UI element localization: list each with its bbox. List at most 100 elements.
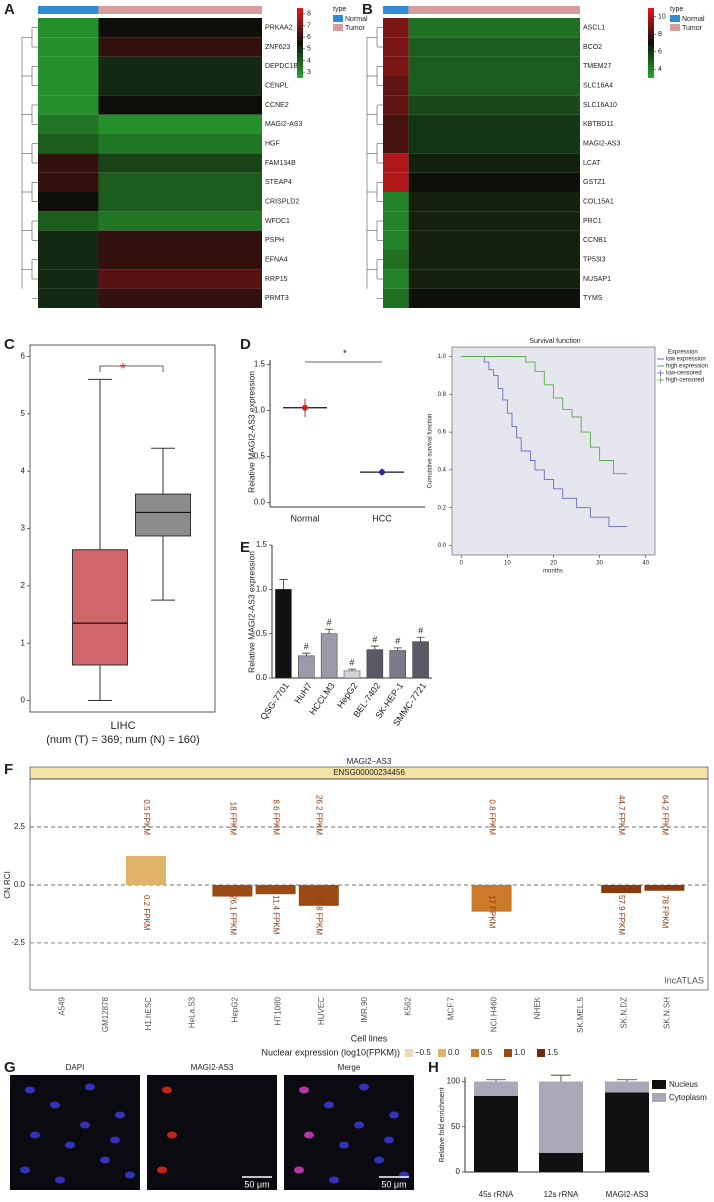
- heat-cell: [408, 192, 580, 212]
- row-label: GSTZ1: [583, 179, 606, 186]
- heat-cell: [383, 230, 409, 250]
- bar-segment: [605, 1081, 649, 1093]
- row-label: TMEM27: [583, 63, 612, 70]
- heat-cell: [383, 153, 409, 173]
- cell: [374, 1156, 384, 1164]
- x-tick-label: MCF.7: [447, 996, 456, 1020]
- group-bar: [408, 6, 580, 14]
- cell: [110, 1136, 120, 1144]
- bar-segment: [539, 1081, 583, 1153]
- bar-segment: [474, 1096, 518, 1172]
- row-label: SLC16A10: [583, 102, 617, 109]
- annotation: *: [343, 349, 347, 360]
- bar-segment: [539, 1153, 583, 1172]
- row-label: PRMT3: [265, 295, 289, 302]
- legend-label: Nucleus: [669, 1080, 698, 1089]
- image-label: Merge: [338, 1063, 361, 1072]
- note: (num (T) = 369; num (N) = 160): [46, 734, 199, 746]
- x-tick-label: QSG-7701: [258, 681, 291, 722]
- heat-cell: [98, 211, 262, 231]
- heat-cell: [98, 95, 262, 115]
- y-tick-label: -2.5: [11, 938, 25, 947]
- cell: [294, 1166, 304, 1174]
- heat-cell: [38, 288, 99, 308]
- legend-label: low expression: [666, 357, 706, 363]
- panel-letter: B: [362, 1, 373, 18]
- bar: [298, 884, 339, 906]
- heat-cell: [98, 269, 262, 289]
- bar: [343, 670, 361, 679]
- cell: [167, 1131, 177, 1139]
- fpkm-label: 57.9 FPKM: [617, 895, 626, 935]
- cell: [85, 1083, 95, 1091]
- heat-cell: [38, 230, 99, 250]
- heat-cell: [98, 250, 262, 270]
- x-tick-label: 40: [642, 561, 649, 567]
- heat-cell: [38, 114, 99, 134]
- colorbar: [297, 8, 303, 78]
- cell: [115, 1111, 125, 1119]
- row-label: NUSAP1: [583, 276, 611, 283]
- legend-swatch: [504, 1049, 512, 1057]
- heat-cell: [38, 95, 99, 115]
- heat-cell: [98, 114, 262, 134]
- row-label: EFNA4: [265, 257, 288, 264]
- heat-cell: [408, 37, 580, 57]
- heat-cell: [383, 18, 409, 38]
- title-strip: [30, 757, 708, 767]
- row-label: STEAP4: [265, 179, 292, 186]
- panel-letter: G: [4, 1059, 16, 1076]
- legend-swatch: [652, 1080, 666, 1089]
- y-tick-label: 4: [21, 466, 26, 475]
- legend-label: 0.0: [448, 1048, 460, 1057]
- y-tick-label: 0.5: [254, 452, 266, 461]
- row-label: COL15A1: [583, 199, 614, 206]
- bar-segment: [474, 1081, 518, 1096]
- x-tick-label: 30: [596, 561, 603, 567]
- error-bar: [348, 668, 356, 671]
- x-tick-label: SK.MEL.5: [576, 996, 585, 1033]
- fpkm-label: 64.2 FPKM: [660, 795, 669, 835]
- heat-cell: [98, 18, 262, 38]
- heat-cell: [383, 192, 409, 212]
- fpkm-label: 0.8 FPKM: [487, 799, 496, 835]
- row-label: KBTBD11: [583, 121, 614, 128]
- y-tick-label: 2: [21, 581, 26, 590]
- box: [72, 549, 128, 666]
- heat-cell: [98, 153, 262, 173]
- heat-cell: [383, 56, 409, 76]
- heat-cell: [38, 37, 99, 57]
- y-tick-label: 100: [447, 1077, 461, 1086]
- annotation: #: [304, 642, 309, 652]
- panel-letter: D: [240, 336, 251, 353]
- x-tick-label: 10: [504, 561, 511, 567]
- legend-swatch: [670, 15, 680, 22]
- heat-cell: [98, 37, 262, 57]
- cell: [384, 1136, 394, 1144]
- x-tick-label: Normal: [290, 513, 319, 523]
- panel-letter: A: [4, 1, 15, 18]
- y-tick-label: 1.5: [256, 540, 268, 549]
- legend-label: Normal: [682, 16, 705, 23]
- heat-cell: [38, 211, 99, 231]
- legend-label: Tumor: [682, 25, 703, 32]
- cell: [354, 1121, 364, 1129]
- row-label: ASCL1: [583, 25, 605, 32]
- heat-cell: [383, 134, 409, 154]
- row-label: RRP15: [265, 276, 288, 283]
- survival-line: [461, 356, 628, 475]
- x-tick-label: IMR.90: [360, 996, 369, 1022]
- row-label: LCAT: [583, 160, 601, 167]
- legend-label: 1.5: [547, 1048, 559, 1057]
- heat-cell: [38, 172, 99, 192]
- x-tick-label: HepG2: [231, 996, 240, 1022]
- x-tick-label: HeLa.S3: [187, 996, 196, 1028]
- heat-cell: [383, 95, 409, 115]
- y-tick-label: 3: [21, 524, 26, 533]
- group-bar: [38, 6, 99, 14]
- legend-swatch: [537, 1049, 545, 1057]
- cell: [80, 1121, 90, 1129]
- row-label: MAGI2-AS3: [265, 121, 302, 128]
- y-tick-label: 5: [21, 409, 26, 418]
